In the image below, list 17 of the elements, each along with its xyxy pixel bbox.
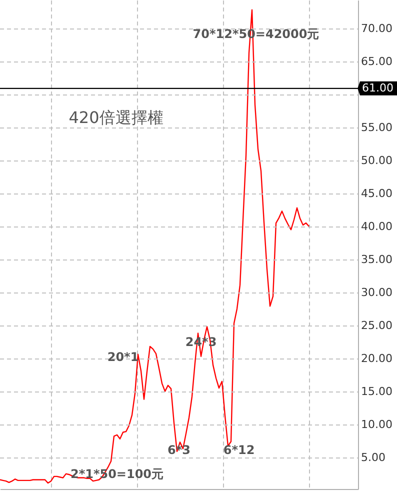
ref-line-label: 61.00 — [362, 81, 394, 94]
y-tick-label: 55.00 — [361, 121, 392, 134]
y-tick-label: 50.00 — [361, 154, 392, 168]
y-tick-label: 45.00 — [361, 187, 392, 200]
y-tick-label: 25.00 — [361, 319, 392, 332]
y-tick-label: 5.00 — [361, 450, 386, 464]
y-tick-label: 15.00 — [361, 384, 392, 398]
y-tick-label: 40.00 — [361, 220, 392, 234]
y-tick-label: 30.00 — [361, 286, 392, 300]
annotation: 6*3 — [168, 443, 190, 457]
y-tick-label: 65.00 — [361, 55, 392, 68]
y-tick-label: 35.00 — [361, 253, 392, 266]
annotation: 420倍選擇權 — [68, 108, 164, 127]
annotation: 6*12 — [223, 443, 255, 457]
y-tick-label: 10.00 — [361, 418, 392, 431]
y-tick-label: 70.00 — [361, 22, 392, 36]
y-tick-label: 20.00 — [361, 352, 392, 365]
